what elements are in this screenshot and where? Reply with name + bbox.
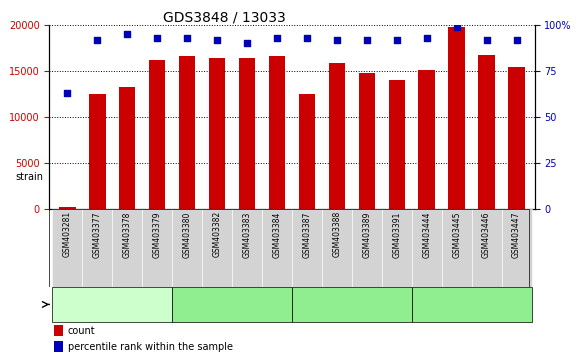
Text: count: count bbox=[68, 326, 95, 336]
Text: GSM403444: GSM403444 bbox=[422, 211, 431, 258]
Text: GSM403445: GSM403445 bbox=[452, 211, 461, 258]
Point bbox=[332, 37, 342, 42]
Text: GSM403380: GSM403380 bbox=[182, 211, 192, 258]
Bar bbox=[472, 209, 501, 287]
Bar bbox=[112, 209, 142, 287]
Text: GSM403388: GSM403388 bbox=[332, 211, 342, 257]
Text: R. prowazekii Erus: R. prowazekii Erus bbox=[427, 299, 517, 309]
Point bbox=[302, 35, 311, 40]
Point bbox=[92, 37, 102, 42]
Point bbox=[153, 35, 162, 40]
Bar bbox=[382, 209, 412, 287]
Bar bbox=[119, 87, 135, 209]
Text: GSM403281: GSM403281 bbox=[63, 211, 72, 257]
Text: GDS3848 / 13033: GDS3848 / 13033 bbox=[163, 11, 285, 25]
Bar bbox=[202, 209, 232, 287]
Bar bbox=[232, 209, 262, 287]
Bar bbox=[52, 209, 83, 287]
Bar bbox=[322, 209, 352, 287]
Point bbox=[452, 24, 461, 29]
Bar bbox=[449, 27, 465, 209]
Point bbox=[392, 37, 401, 42]
Bar bbox=[418, 70, 435, 209]
Bar bbox=[239, 58, 255, 209]
Bar bbox=[142, 209, 172, 287]
Text: GSM403387: GSM403387 bbox=[303, 211, 311, 258]
Bar bbox=[352, 209, 382, 287]
Bar bbox=[442, 209, 472, 287]
Bar bbox=[389, 80, 405, 209]
Bar bbox=[54, 341, 63, 353]
Bar bbox=[501, 209, 532, 287]
Bar bbox=[149, 60, 166, 209]
Bar bbox=[299, 94, 315, 209]
Bar bbox=[269, 56, 285, 209]
Bar bbox=[292, 209, 322, 287]
Text: GSM403391: GSM403391 bbox=[392, 211, 401, 258]
Text: GSM403383: GSM403383 bbox=[242, 211, 252, 258]
Bar bbox=[89, 94, 106, 209]
Text: GSM403384: GSM403384 bbox=[272, 211, 281, 258]
Bar bbox=[358, 73, 375, 209]
Text: GSM403389: GSM403389 bbox=[363, 211, 371, 258]
Point bbox=[213, 37, 222, 42]
Text: R. prowazekii Evir: R. prowazekii Evir bbox=[309, 299, 395, 309]
Point bbox=[482, 37, 492, 42]
Text: GSM403382: GSM403382 bbox=[213, 211, 221, 257]
Bar bbox=[209, 58, 225, 209]
Text: GSM403447: GSM403447 bbox=[512, 211, 521, 258]
Text: GSM403446: GSM403446 bbox=[482, 211, 491, 258]
Bar bbox=[172, 209, 202, 287]
Text: control, uninfected: control, uninfected bbox=[66, 299, 159, 309]
Text: R. prowazekii Rp22: R. prowazekii Rp22 bbox=[185, 299, 279, 309]
Bar bbox=[179, 56, 195, 209]
Bar bbox=[54, 325, 63, 336]
Point bbox=[422, 35, 431, 40]
Bar bbox=[262, 209, 292, 287]
Point bbox=[242, 40, 252, 46]
Text: GSM403379: GSM403379 bbox=[153, 211, 162, 258]
Point bbox=[272, 35, 282, 40]
Text: GSM403378: GSM403378 bbox=[123, 211, 132, 258]
Bar bbox=[59, 207, 76, 209]
Bar bbox=[478, 55, 495, 209]
Point bbox=[63, 90, 72, 96]
Text: strain: strain bbox=[16, 172, 44, 182]
Text: GSM403377: GSM403377 bbox=[93, 211, 102, 258]
Point bbox=[362, 37, 371, 42]
Text: percentile rank within the sample: percentile rank within the sample bbox=[68, 342, 233, 352]
Point bbox=[182, 35, 192, 40]
Bar bbox=[83, 209, 112, 287]
Point bbox=[512, 37, 521, 42]
Point bbox=[123, 31, 132, 37]
Bar bbox=[329, 63, 345, 209]
Bar bbox=[508, 67, 525, 209]
Bar bbox=[412, 209, 442, 287]
